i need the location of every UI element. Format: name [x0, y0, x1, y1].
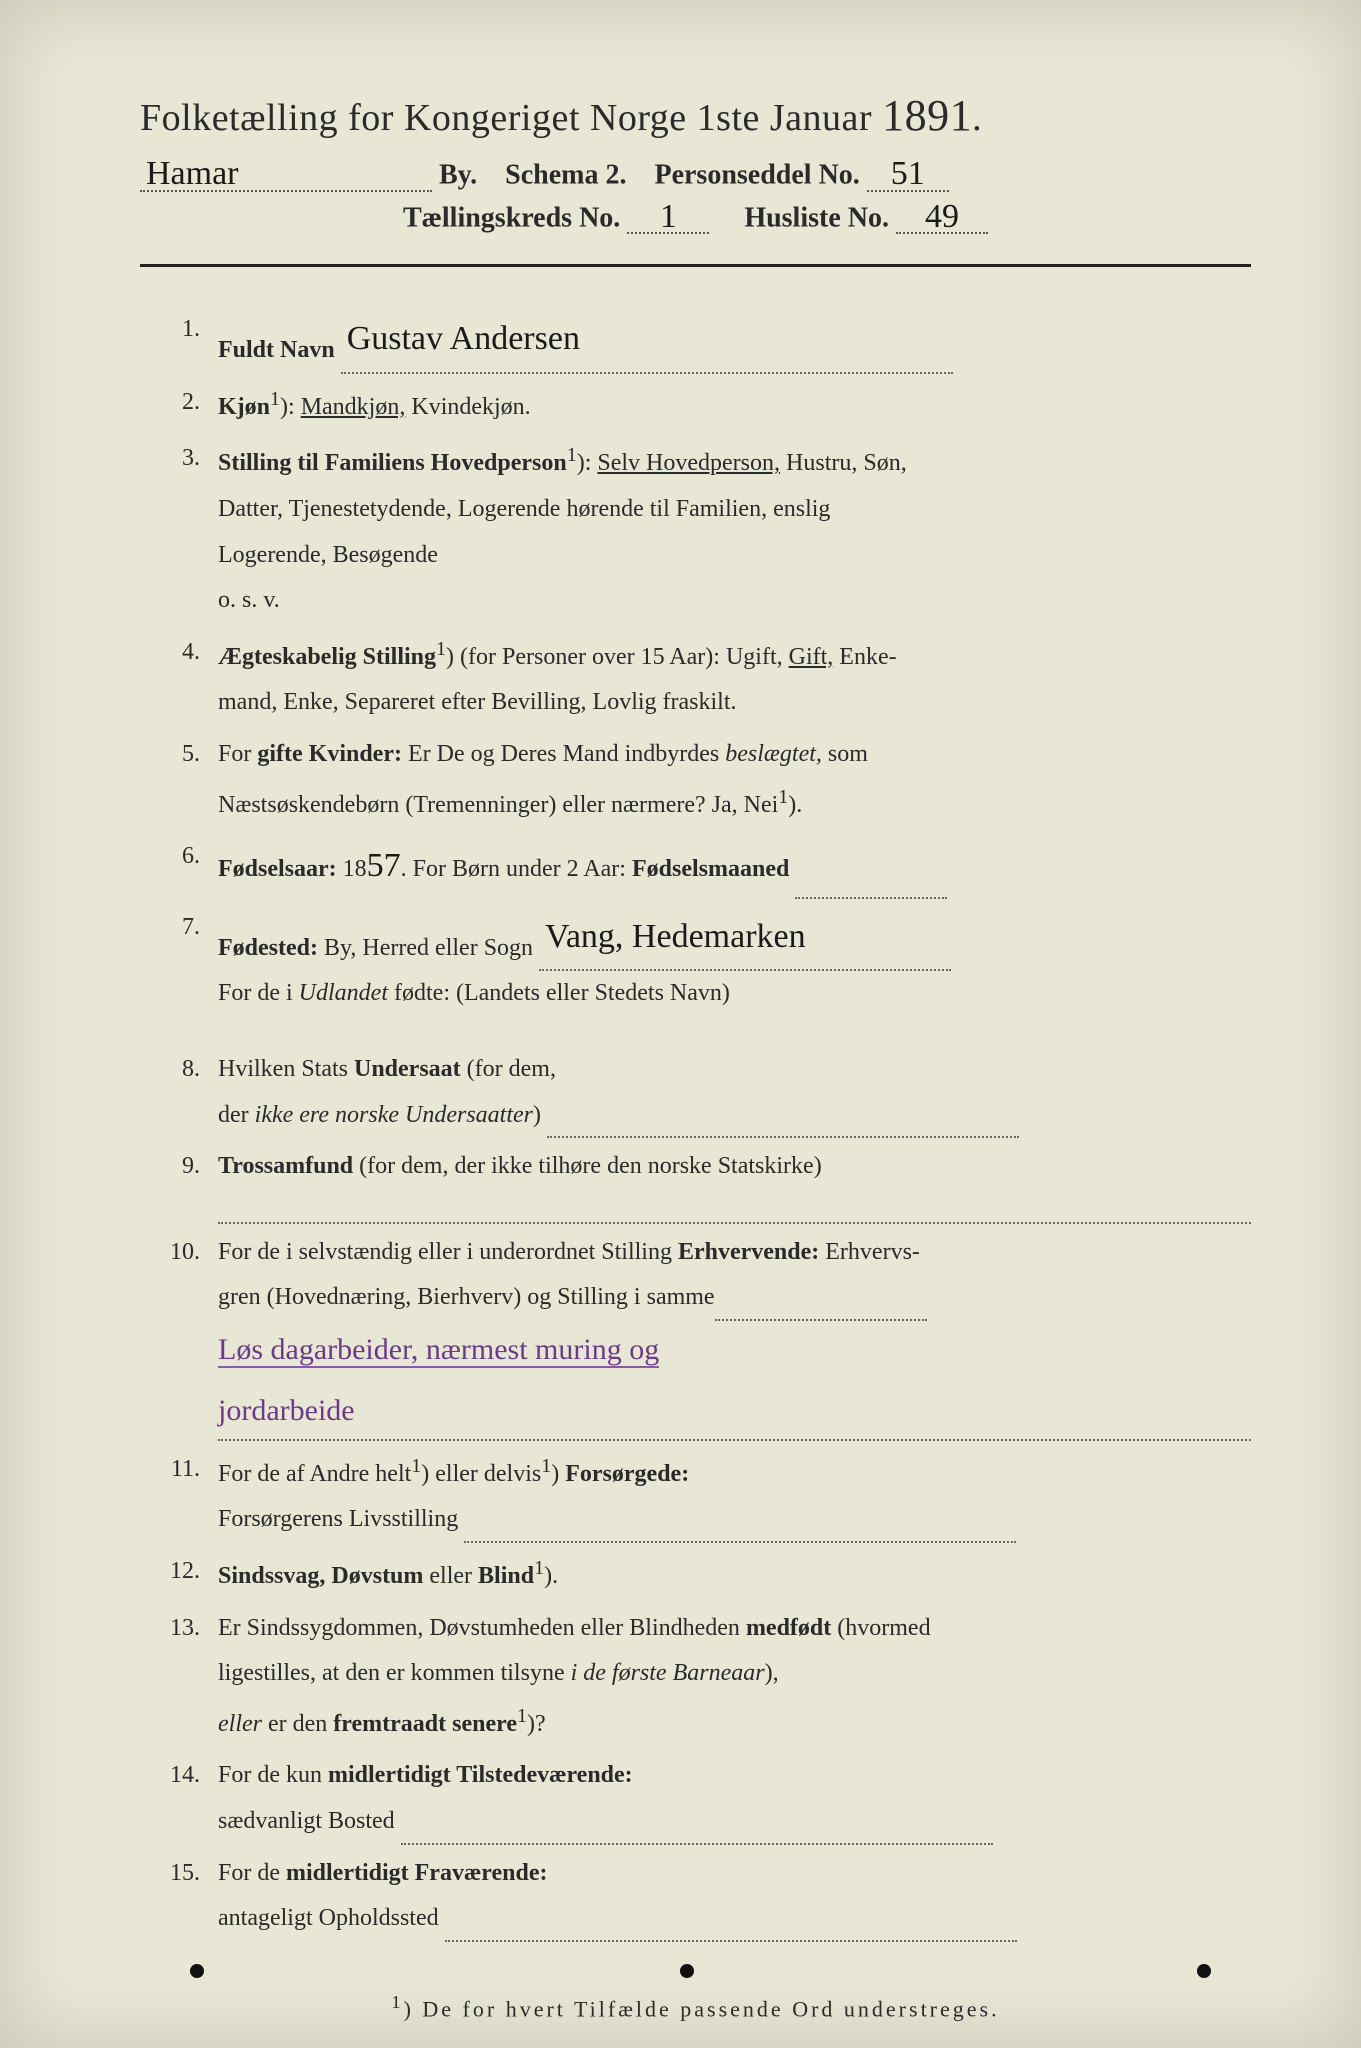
usual-residence-value: [401, 1843, 993, 1845]
field-5: 5. For gifte Kvinder: Er De og Deres Man…: [140, 732, 1251, 828]
field-2: 2. Kjøn1): Mandkjøn, Kvindekjøn.: [140, 380, 1251, 431]
field-15: 15. For de midlertidigt Fraværende: anta…: [140, 1851, 1251, 1942]
binding-hole-left: [190, 1964, 204, 1978]
birthplace-value: Vang, Hedemarken: [539, 905, 951, 972]
field-10: 10. For de i selvstændig eller i underor…: [140, 1230, 1251, 1441]
header-line-2: Hamar By. Schema 2. Personseddel No. 51: [140, 159, 1251, 192]
husliste-no: 49: [896, 202, 988, 235]
footnote: 1) De for hvert Tilfælde passende Ord un…: [140, 1992, 1251, 2022]
main-title: Folketælling for Kongeriget Norge 1ste J…: [140, 90, 1251, 141]
binding-hole-center: [680, 1964, 694, 1978]
field-14: 14. For de kun midlertidigt Tilstedevære…: [140, 1753, 1251, 1844]
field-13: 13. Er Sindssygdommen, Døvstumheden elle…: [140, 1606, 1251, 1748]
divider: [140, 264, 1251, 267]
occupation-value-2: jordarbeide: [218, 1394, 355, 1427]
field-11: 11. For de af Andre helt1) eller delvis1…: [140, 1447, 1251, 1543]
provider-value: [464, 1541, 1016, 1543]
field-6: 6. Fødselsaar: 1857. For Børn under 2 Aa…: [140, 834, 1251, 899]
field-12: 12. Sindssvag, Døvstum eller Blind1).: [140, 1549, 1251, 1600]
birth-month-value: [795, 897, 947, 899]
field-9: 9. Trossamfund (for dem, der ikke tilhør…: [140, 1144, 1251, 1224]
form-body: 1. Fuldt Navn Gustav Andersen 2. Kjøn1):…: [140, 307, 1251, 1942]
field-4: 4. Ægteskabelig Stilling1) (for Personer…: [140, 630, 1251, 726]
occupation-value-1: Løs dagarbeider, nærmest muring og: [218, 1333, 659, 1368]
personseddel-no: 51: [867, 159, 949, 192]
kreds-no: 1: [627, 202, 709, 235]
field-1: 1. Fuldt Navn Gustav Andersen: [140, 307, 1251, 374]
city-field: Hamar: [140, 159, 432, 192]
whereabouts-value: [445, 1940, 1017, 1942]
religion-value: [218, 1194, 1251, 1224]
field-3: 3. Stilling til Familiens Hovedperson1):…: [140, 436, 1251, 623]
header-line-3: Tællingskreds No. 1 Husliste No. 49: [140, 202, 1251, 235]
field-7: 7. Fødested: By, Herred eller Sogn Vang,…: [140, 905, 1251, 1017]
birth-year-value: 57: [367, 847, 401, 884]
binding-hole-right: [1197, 1964, 1211, 1978]
census-form-page: Folketælling for Kongeriget Norge 1ste J…: [0, 0, 1361, 2048]
citizenship-value: [547, 1136, 1019, 1138]
field-8: 8. Hvilken Stats Undersaat (for dem, der…: [140, 1047, 1251, 1138]
full-name-value: Gustav Andersen: [341, 307, 953, 374]
